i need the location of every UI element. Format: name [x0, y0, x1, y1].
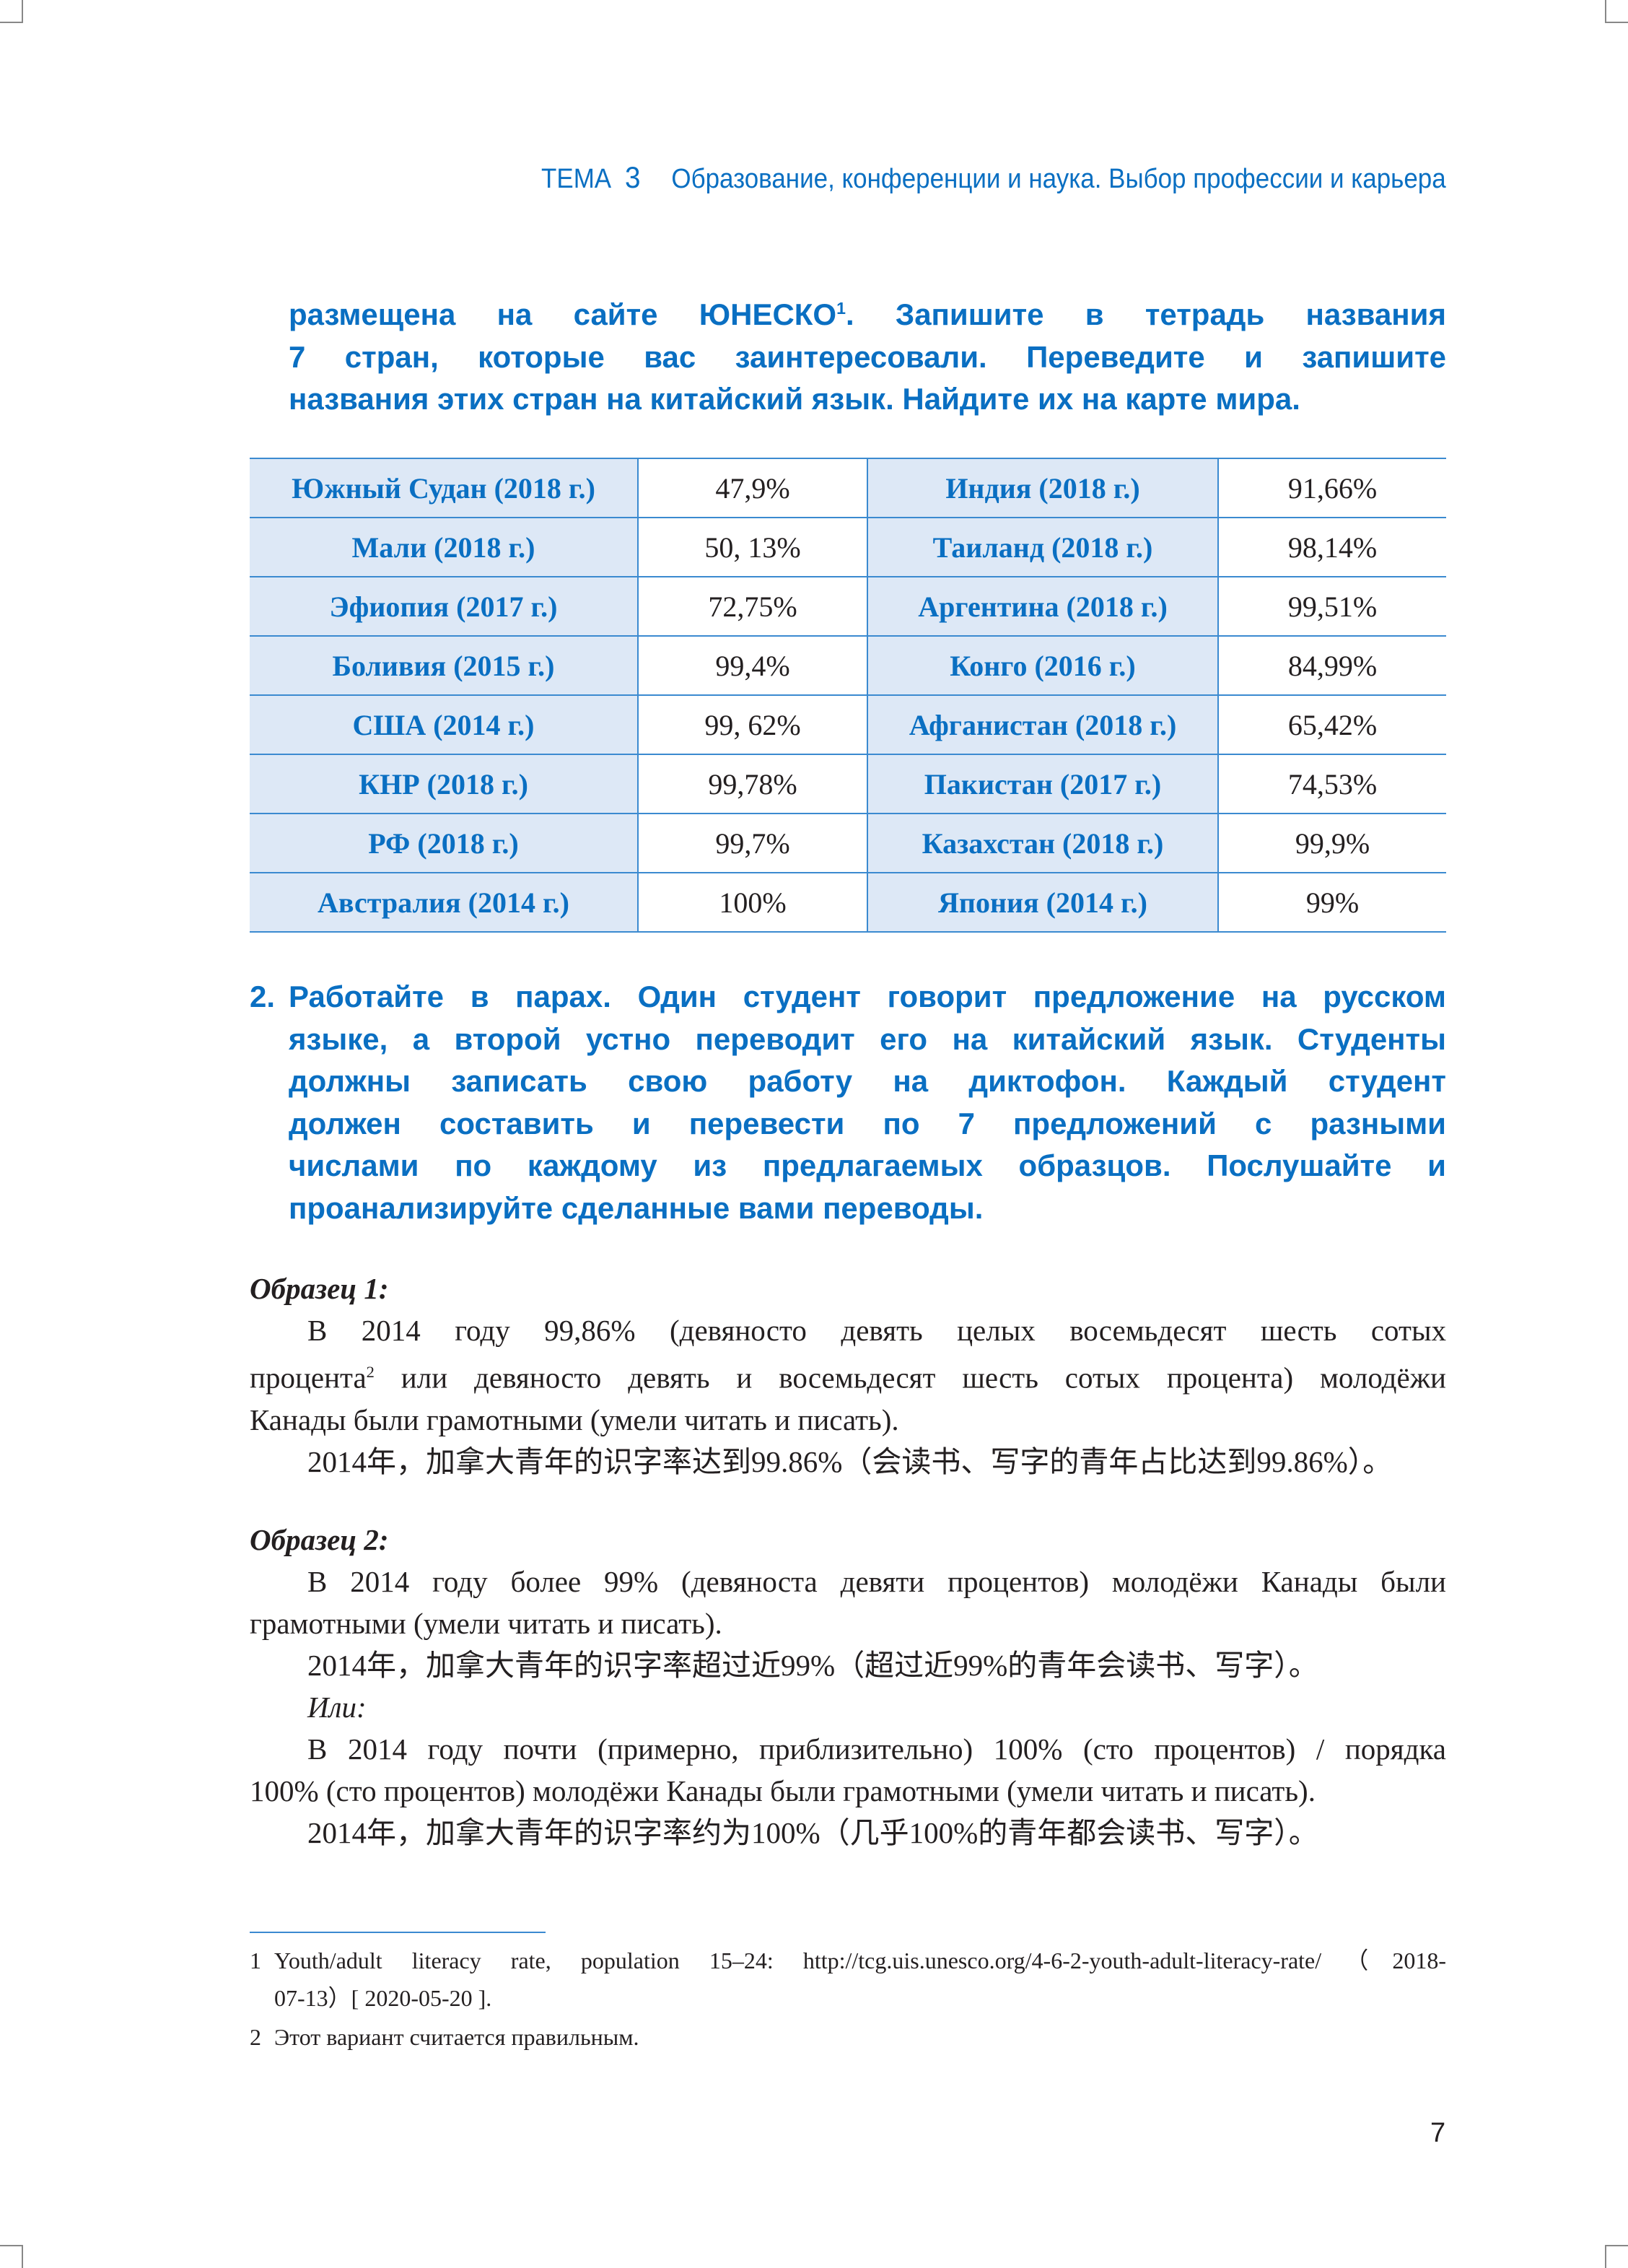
sample-chinese: 2014年，加拿大青年的识字率达到99.86%（会读书、写字的青年占比达到99.… — [307, 1444, 1393, 1478]
sample-text: грамотными (умели читать и писать). — [250, 1607, 722, 1640]
country-cell: Мали (2018 г.) — [250, 517, 639, 577]
sample-text: или девяносто девять и восемьдесят шесть… — [374, 1361, 1446, 1395]
sample-text: В 2014 году почти (примерно, приблизител… — [307, 1732, 1446, 1766]
task-line: Работайте в парах. Один студент говорит … — [289, 980, 1446, 1013]
sample-text: Канады были грамотными (умели читать и п… — [250, 1403, 899, 1436]
country-cell: Эфиопия (2017 г.) — [250, 576, 639, 637]
table-row: США (2014 г.) 99, 62% Афганистан (2018 г.)… — [250, 694, 1446, 755]
footnote-number: 1 — [250, 1948, 261, 1973]
task-2: 2. Работайте в парах. Один студент говор… — [250, 976, 1446, 1229]
sample-text: В 2014 году 99,86% (девяносто девять цел… — [307, 1314, 1446, 1347]
literacy-rate-cell: 99% — [1217, 872, 1446, 933]
sample-text: 100% (сто процентов) молодёжи Канады был… — [250, 1774, 1316, 1807]
table-row: РФ (2018 г.) 99,7% Казахстан (2018 г.) 99,9… — [250, 813, 1446, 873]
footnote-1: 1 Youth/adult literacy rate, population … — [250, 1942, 1446, 2017]
footnote-ref[interactable]: 2 — [366, 1363, 375, 1381]
literacy-rate-cell: 72,75% — [637, 576, 868, 637]
footnote-text[interactable]: Youth/adult literacy rate, population 15… — [274, 1948, 1447, 1973]
literacy-rate-cell: 50, 13% — [637, 517, 868, 577]
country-cell: Индия (2018 г.) — [867, 458, 1219, 518]
country-cell: США (2014 г.) — [250, 694, 639, 755]
literacy-rate-cell: 65,42% — [1217, 694, 1446, 755]
table-row: КНР (2018 г.) 99,78% Пакистан (2017 г.) 74,… — [250, 754, 1446, 814]
country-cell: Аргентина (2018 г.) — [867, 576, 1219, 637]
literacy-rate-cell: 99,78% — [637, 754, 868, 814]
task-line: должны записать свою работу на диктофон.… — [289, 1064, 1446, 1098]
topic-title: Образование, конференции и наука. Выбор … — [671, 164, 1446, 194]
country-cell: Австралия (2014 г.) — [250, 872, 639, 933]
footnote-text: Этот вариант считается правильным. — [274, 2024, 639, 2050]
country-cell: КНР (2018 г.) — [250, 754, 639, 814]
literacy-rate-cell: 91,66% — [1217, 458, 1446, 518]
literacy-rate-cell: 99,9% — [1217, 813, 1446, 873]
literacy-table: Южный Судан (2018 г.) 47,9% Индия (2018 г.… — [250, 458, 1446, 933]
running-header: ТЕМА 3 Образование, конференции и наука.… — [541, 160, 1446, 195]
table-row: Южный Судан (2018 г.) 47,9% Индия (2018 г.… — [250, 458, 1446, 518]
page-number: 7 — [1430, 2118, 1446, 2148]
literacy-rate-cell: 100% — [637, 872, 868, 933]
literacy-rate-cell: 98,14% — [1217, 517, 1446, 577]
literacy-rate-cell: 99,51% — [1217, 576, 1446, 637]
task-line: числами по каждому из предлагаемых образ… — [289, 1148, 1446, 1182]
literacy-rate-cell: 84,99% — [1217, 635, 1446, 696]
literacy-rate-cell: 74,53% — [1217, 754, 1446, 814]
crop-mark — [0, 2245, 23, 2268]
table-row: Боливия (2015 г.) 99,4% Конго (2016 г.) 84,… — [250, 635, 1446, 696]
footnote-number: 2 — [250, 2024, 261, 2050]
country-cell: РФ (2018 г.) — [250, 813, 639, 873]
country-cell: Казахстан (2018 г.) — [867, 813, 1219, 873]
country-cell: Афганистан (2018 г.) — [867, 694, 1219, 755]
sample-text: В 2014 году более 99% (девяноста девяти … — [307, 1565, 1446, 1598]
topic-label: ТЕМА — [541, 164, 612, 194]
country-cell: Боливия (2015 г.) — [250, 635, 639, 696]
task-number: 2. — [250, 980, 276, 1013]
footnote-text: 07-13）[ 2020-05-20 ]. — [274, 1985, 492, 2011]
footnote-2: 2 Этот вариант считается правильным. — [250, 2018, 1446, 2056]
country-cell: Таиланд (2018 г.) — [867, 517, 1219, 577]
country-cell: Южный Судан (2018 г.) — [250, 458, 639, 518]
country-cell: Конго (2016 г.) — [867, 635, 1219, 696]
sample-chinese: 2014年，加拿大青年的识字率超过近99%（超过近99%的青年会读书、写字）。 — [307, 1649, 1318, 1682]
task1-continuation: размещена на сайте ЮНЕСКО1. Запишите в т… — [289, 287, 1446, 421]
sample-2: Образец 2: В 2014 году более 99% (девяно… — [250, 1519, 1446, 1854]
sample-text: процента — [250, 1361, 367, 1395]
crop-mark — [1605, 2245, 1628, 2268]
intro-text: размещена на сайте ЮНЕСКО — [289, 297, 837, 331]
sample-1: Образец 1: В 2014 году 99,86% (девяносто… — [250, 1268, 1446, 1483]
footnote-ref[interactable]: 1 — [836, 299, 846, 318]
literacy-rate-cell: 99, 62% — [637, 694, 868, 755]
table-row: Мали (2018 г.) 50, 13% Таиланд (2018 г.) 98… — [250, 517, 1446, 577]
intro-text: . Запишите в тетрадь названия — [845, 297, 1446, 331]
country-cell: Япония (2014 г.) — [867, 872, 1219, 933]
literacy-rate-cell: 47,9% — [637, 458, 868, 518]
task-line: должен составить и перевести по 7 предло… — [289, 1106, 1446, 1140]
intro-line: 7 стран, которые вас заинтересовали. Пер… — [289, 339, 1446, 374]
crop-mark — [1605, 0, 1628, 23]
sample-heading: Образец 1: — [250, 1272, 389, 1305]
task-line: проанализируйте сделанные вами переводы. — [289, 1190, 984, 1225]
table-row: Эфиопия (2017 г.) 72,75% Аргентина (2018 г… — [250, 576, 1446, 637]
footnote-divider — [250, 1932, 546, 1933]
intro-line: названия этих стран на китайский язык. Н… — [289, 382, 1300, 416]
crop-mark — [0, 0, 23, 23]
task-line: языке, а второй устно переводит его на к… — [289, 1021, 1446, 1056]
sample-heading: Образец 2: — [250, 1523, 389, 1556]
sample-chinese: 2014年，加拿大青年的识字率约为100%（几乎100%的青年都会读书、写字）。 — [307, 1816, 1318, 1849]
table-row: Австралия (2014 г.) 100% Япония (2014 г.) 9… — [250, 872, 1446, 933]
country-cell: Пакистан (2017 г.) — [867, 754, 1219, 814]
literacy-rate-cell: 99,4% — [637, 635, 868, 696]
literacy-rate-cell: 99,7% — [637, 813, 868, 873]
topic-number: 3 — [625, 160, 641, 194]
or-label: Или: — [307, 1691, 367, 1724]
